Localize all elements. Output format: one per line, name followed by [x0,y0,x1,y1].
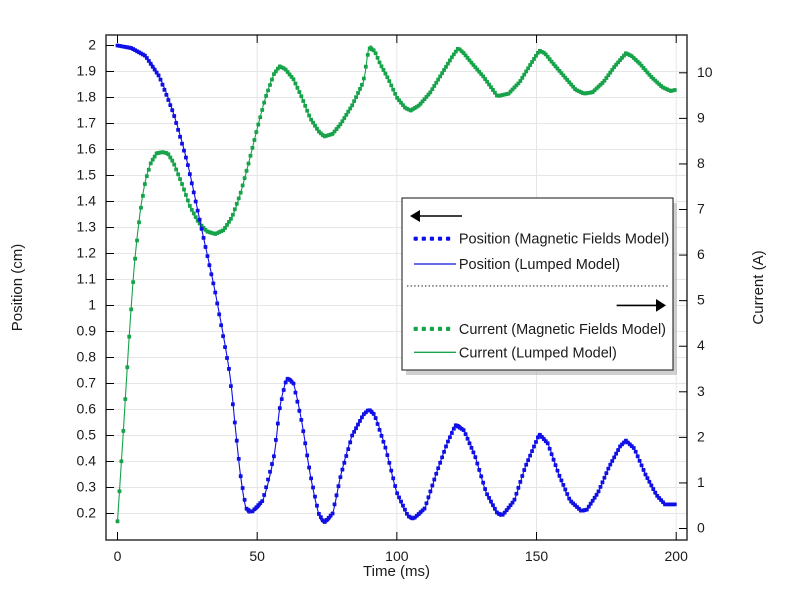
svg-text:1.3: 1.3 [77,219,97,235]
svg-text:Position (Magnetic Fields Mode: Position (Magnetic Fields Model) [459,232,669,248]
svg-text:Time (ms): Time (ms) [363,563,430,580]
svg-text:3: 3 [697,383,705,399]
svg-text:1.2: 1.2 [77,245,97,261]
svg-text:0.4: 0.4 [77,453,97,469]
svg-text:0: 0 [114,548,122,564]
svg-text:4: 4 [697,337,705,353]
svg-text:1: 1 [88,297,96,313]
svg-text:1.7: 1.7 [77,115,97,131]
svg-text:Position (cm): Position (cm) [9,244,26,332]
svg-text:50: 50 [249,548,265,564]
svg-text:7: 7 [697,201,705,217]
svg-text:Current (A): Current (A) [750,250,767,324]
svg-text:0: 0 [697,520,705,536]
svg-text:9: 9 [697,109,705,125]
svg-text:10: 10 [697,64,713,80]
svg-text:1: 1 [697,474,705,490]
svg-text:2: 2 [88,37,96,53]
svg-text:8: 8 [697,155,705,171]
svg-text:1.9: 1.9 [77,63,97,79]
svg-text:1.5: 1.5 [77,167,97,183]
svg-text:1.6: 1.6 [77,141,97,157]
svg-text:2: 2 [697,428,705,444]
svg-text:0.5: 0.5 [77,427,97,443]
svg-text:5: 5 [697,292,705,308]
svg-text:1.1: 1.1 [77,271,97,287]
svg-text:Position (Lumped Model): Position (Lumped Model) [459,257,620,273]
svg-text:Current (Lumped Model): Current (Lumped Model) [459,345,617,361]
svg-text:0.3: 0.3 [77,479,97,495]
svg-text:0.6: 0.6 [77,401,97,417]
svg-text:Current (Magnetic Fields Model: Current (Magnetic Fields Model) [459,322,666,338]
svg-text:150: 150 [525,548,549,564]
svg-text:0.2: 0.2 [77,505,97,521]
svg-text:200: 200 [665,548,689,564]
svg-text:0.8: 0.8 [77,349,97,365]
svg-text:1.4: 1.4 [77,193,97,209]
svg-text:100: 100 [385,548,409,564]
svg-text:6: 6 [697,246,705,262]
svg-text:1.8: 1.8 [77,89,97,105]
svg-text:0.9: 0.9 [77,323,97,339]
svg-text:0.7: 0.7 [77,375,97,391]
